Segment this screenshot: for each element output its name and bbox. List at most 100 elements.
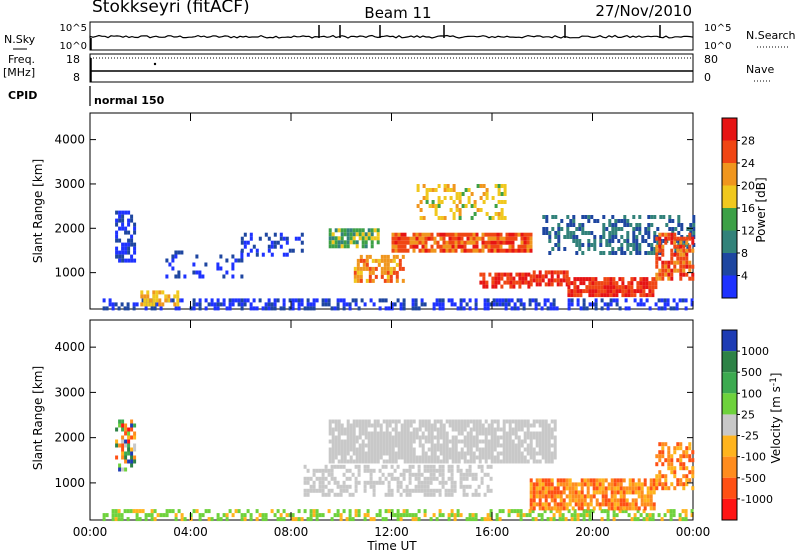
heatmap-cell [155, 290, 159, 295]
heatmap-cell [297, 509, 301, 514]
heatmap-cell [306, 488, 310, 493]
heatmap-cell [426, 476, 430, 481]
heatmap-cell [376, 455, 380, 460]
heatmap-cell [388, 451, 392, 456]
heatmap-cell [405, 513, 409, 518]
heatmap-cell [508, 427, 512, 432]
heatmap-cell [340, 232, 344, 237]
heatmap-cell [213, 306, 217, 311]
heatmap-cell [415, 244, 419, 249]
heatmap-cell [631, 502, 635, 507]
heatmap-cell [565, 278, 569, 283]
heatmap-cell [547, 490, 551, 495]
heatmap-cell [146, 302, 150, 307]
heatmap-cell [328, 459, 332, 464]
heatmap-cell [165, 513, 169, 518]
heatmap-cell [463, 443, 467, 448]
heatmap-cell [447, 513, 451, 518]
nsky-line [89, 34, 694, 39]
heatmap-cell [478, 423, 482, 428]
heatmap-cell [673, 466, 677, 471]
heatmap-cell [654, 285, 658, 290]
heatmap-cell [516, 509, 520, 514]
heatmap-cell [315, 468, 319, 473]
heatmap-cell [446, 184, 450, 188]
heatmap-cell [414, 302, 418, 307]
heatmap-cell [355, 232, 359, 237]
heatmap-cell [658, 276, 662, 281]
heatmap-cell [556, 490, 560, 495]
heatmap-cell [509, 272, 513, 277]
heatmap-cell [556, 482, 560, 487]
heatmap-cell [497, 184, 501, 188]
heatmap-cell [430, 443, 434, 448]
heatmap-cell [415, 435, 419, 440]
heatmap-cell [430, 427, 434, 432]
heatmap-cell [432, 306, 436, 311]
heatmap-cell [529, 435, 533, 440]
heatmap-cell [606, 285, 610, 290]
heatmap-cell [453, 484, 457, 489]
heatmap-cell [484, 427, 488, 432]
heatmap-cell [225, 258, 229, 263]
heatmap-cell [282, 302, 286, 307]
heatmap-cell [340, 236, 344, 241]
heatmap-cell [658, 268, 662, 273]
nsky-label: N.Sky [4, 33, 36, 46]
heatmap-cell [445, 248, 449, 253]
heatmap-cell [367, 419, 371, 424]
heatmap-cell [532, 274, 536, 279]
heatmap-cell [514, 447, 518, 452]
heatmap-cell [391, 459, 395, 464]
y-tick-label: 3000 [54, 177, 85, 191]
heatmap-cell [400, 427, 404, 432]
heatmap-cell [648, 285, 652, 290]
heatmap-cell [389, 274, 393, 279]
heatmap-cell [544, 498, 548, 503]
heatmap-cell [673, 260, 677, 265]
heatmap-cell [450, 488, 454, 493]
heatmap-cell [688, 276, 692, 281]
heatmap-cell [550, 494, 554, 499]
heatmap-cell [597, 281, 601, 286]
heatmap-cell [679, 466, 683, 471]
heatmap-cell [421, 423, 425, 428]
heatmap-cell [630, 277, 634, 282]
heatmap-cell [405, 488, 409, 493]
heatmap-cell [626, 235, 630, 239]
heatmap-cell [337, 240, 341, 245]
heatmap-cell [675, 306, 679, 311]
heatmap-cell [662, 239, 666, 243]
heatmap-cell [367, 228, 371, 233]
heatmap-cell [478, 455, 482, 460]
heatmap-cell [686, 243, 690, 247]
heatmap-cell [394, 240, 398, 245]
heatmap-cell [585, 285, 589, 290]
heatmap-cell [651, 285, 655, 290]
heatmap-cell [571, 486, 575, 491]
heatmap-cell [633, 289, 637, 294]
heatmap-cell [682, 268, 686, 273]
heatmap-cell [348, 492, 352, 497]
heatmap-cell [544, 282, 548, 287]
heatmap-cell [373, 435, 377, 440]
heatmap-cell [243, 513, 247, 518]
heatmap-cell [418, 232, 422, 237]
heatmap-cell [418, 439, 422, 444]
heatmap-cell [466, 451, 470, 456]
heatmap-cell [364, 419, 368, 424]
heatmap-cell [376, 431, 380, 436]
heatmap-cell [610, 502, 614, 507]
heatmap-cell [321, 476, 325, 481]
heatmap-cell [613, 498, 617, 503]
heatmap-cell [397, 431, 401, 436]
heatmap-cell [651, 277, 655, 282]
heatmap-cell [658, 478, 662, 483]
heatmap-cell [538, 478, 542, 483]
heatmap-cell [526, 244, 530, 249]
heatmap-cell [421, 447, 425, 452]
heatmap-cell [370, 236, 374, 241]
heatmap-cell [535, 490, 539, 495]
heatmap-cell [487, 451, 491, 456]
heatmap-cell [370, 240, 374, 245]
